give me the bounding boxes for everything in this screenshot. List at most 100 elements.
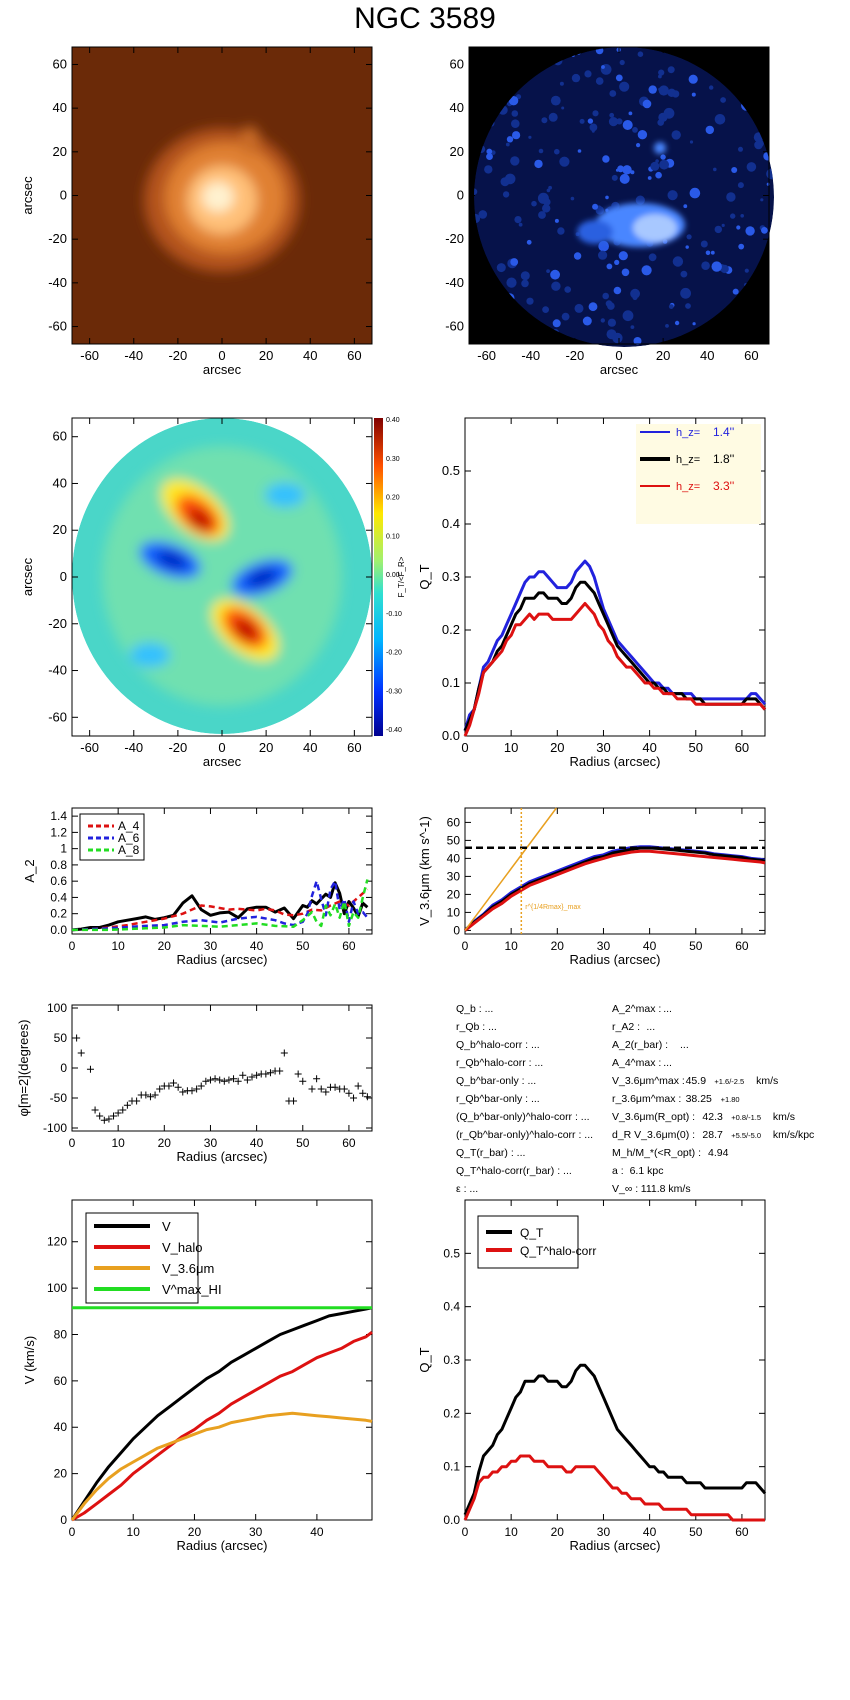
phase-point (322, 1088, 330, 1096)
param-label-left: (Q_b^bar-only)^halo-corr : ... (456, 1111, 590, 1123)
residual-speckle (554, 218, 559, 223)
residual-speckle (506, 136, 514, 143)
residual-speckle (714, 225, 722, 234)
param-value-right: ... (646, 1021, 655, 1033)
residual-speckle (658, 85, 669, 96)
y-tick-label: 60 (447, 815, 461, 829)
y-tick-label: 100 (47, 1281, 67, 1295)
image-panel-stellar (72, 47, 372, 344)
phase-point (225, 1076, 233, 1084)
residual-speckle (671, 130, 681, 140)
residual-speckle (619, 173, 630, 184)
residual-speckle (721, 223, 725, 227)
residual-speckle (582, 316, 592, 326)
a2-legend-label: A_6 (118, 831, 140, 845)
phase-point (354, 1082, 362, 1090)
galaxy-light-blob (144, 126, 300, 272)
param-label-left: Q_b^halo-corr : ... (456, 1039, 540, 1051)
param-unit-right: km/s (773, 1111, 795, 1123)
phase-point (294, 1070, 302, 1078)
residual-speckle (538, 211, 546, 219)
residual-speckle (574, 303, 584, 313)
residual-speckle (521, 279, 529, 288)
residual-speckle (584, 70, 592, 78)
residual-speckle (655, 171, 662, 179)
x-tick-label: -60 (80, 348, 99, 363)
residual-speckle (740, 214, 744, 218)
residual-speckle (736, 225, 741, 230)
phase-point (216, 1076, 224, 1084)
residual-speckle (579, 118, 585, 124)
residual-speckle (663, 107, 675, 119)
residual-speckle (548, 112, 558, 122)
param-label-left: Q_b^bar-only : ... (456, 1075, 536, 1087)
y-tick-label: 50 (447, 833, 461, 847)
phase-point (146, 1093, 154, 1101)
phase-point (165, 1082, 173, 1090)
residual-speckle (622, 165, 632, 175)
rotcurve-legend: V V_halo V_3.6μm V^max_HI (85, 1212, 222, 1304)
x-tick-label: 20 (551, 1525, 565, 1539)
y-tick-label: 60 (54, 1374, 68, 1388)
residual-speckle (552, 319, 561, 328)
x-tick-label: 20 (259, 740, 273, 755)
residual-speckle (531, 200, 537, 207)
colorbar-tick-label: 0.30 (386, 456, 400, 463)
phase-point (77, 1049, 85, 1057)
param-label-left: Q_T(r_bar) : ... (456, 1147, 525, 1159)
residual-speckle (754, 140, 763, 150)
x-tick-label: 50 (296, 939, 310, 953)
residual-speckle (746, 162, 757, 172)
phase-point (363, 1093, 371, 1101)
residual-speckle (636, 143, 641, 148)
x-tick-label: 40 (643, 939, 657, 953)
qt-line (463, 559, 767, 732)
residual-circle (474, 47, 774, 347)
y-tick-label: 0.4 (50, 890, 67, 904)
residual-speckle (659, 159, 669, 170)
y-tick-label: 0.8 (50, 858, 67, 872)
param-label-right: A_2(r_bar) : (612, 1039, 668, 1051)
x-tick-label: 0 (218, 740, 225, 755)
residual-speckle (709, 85, 714, 90)
residual-speckle (714, 114, 726, 125)
phase-point (331, 1083, 339, 1091)
param-unit-right: km/s/kpc (773, 1129, 814, 1141)
y-tick-label: 0.1 (442, 675, 460, 690)
phase-point (206, 1076, 214, 1084)
y-tick-label: -60 (48, 319, 67, 334)
residual-speckle (667, 190, 678, 201)
y-tick-label: 0 (453, 923, 460, 937)
residual-speckle (607, 318, 617, 327)
x-tick-label: 0 (69, 1136, 76, 1150)
rotcurve-axes: 0 10 20 30 40 0 20 40 60 80 100 120 Radius (arcsec) V… (22, 1199, 373, 1553)
residual-speckle (550, 269, 560, 280)
image-panel-residual (469, 47, 774, 347)
residual-speckle (705, 125, 714, 135)
residual-speckle (478, 210, 488, 219)
rotcurve-frame (71, 1199, 373, 1521)
y-tick-label: 20 (450, 144, 464, 159)
y-tick-label: 0 (457, 188, 464, 203)
qt-line (463, 602, 767, 737)
y-tick-label: 0 (60, 569, 67, 584)
residual-speckle (637, 130, 648, 140)
a2-xlabel: Radius (arcsec) (176, 952, 267, 967)
residual-speckle (691, 92, 696, 97)
y-tick-label: 0.4 (443, 1300, 460, 1314)
colorbar-tick-label: -0.40 (386, 727, 402, 734)
residual-speckle (502, 191, 510, 198)
residual-speckle (658, 69, 665, 76)
rotcurve-line (71, 1331, 373, 1522)
x-tick-label: 20 (158, 939, 172, 953)
phase-point (350, 1094, 358, 1102)
y-tick-label: -40 (48, 663, 67, 678)
phase-point (100, 1116, 108, 1124)
residual-speckle (701, 261, 710, 271)
param-label-right: M_h/M_*(<R_opt) : (612, 1147, 701, 1159)
x-tick-label: 50 (689, 740, 703, 755)
residual-speckle (630, 325, 635, 329)
y-tick-label: 30 (447, 869, 461, 883)
residual-speckle (692, 322, 696, 326)
colorbar-tick-label: -0.30 (386, 688, 402, 695)
